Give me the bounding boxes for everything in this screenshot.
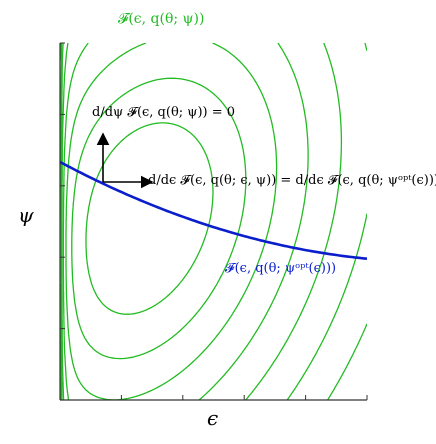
contour-line-1 <box>72 78 246 358</box>
gradient-arrows <box>103 134 152 182</box>
contour-line-3 <box>63 43 308 400</box>
y-axis-label: ψ <box>18 205 34 225</box>
contour-title: 𝓕(ϵ, q(θ; ψ)) <box>118 12 204 26</box>
contour-lines <box>60 43 367 400</box>
axes <box>60 43 367 400</box>
contour-line-6 <box>60 43 367 400</box>
contour-line-0 <box>86 123 213 314</box>
contour-line-5 <box>61 43 367 400</box>
optimal-curve-label: 𝓕(ϵ, q(θ; ψᵒᵖᵗ(ϵ))) <box>225 262 336 275</box>
x-axis-label: ϵ <box>207 408 218 428</box>
contour-line-4 <box>62 43 341 400</box>
contour-line-2 <box>66 43 277 400</box>
vertical-arrow-annotation: d/dψ 𝓕(ϵ, q(θ; ψ)) = 0 <box>92 106 235 119</box>
horizontal-arrow-annotation: d/dϵ 𝓕(ϵ, q(θ; ϵ, ψ)) = d/dϵ 𝓕(ϵ, q(θ; ψ… <box>148 174 436 187</box>
